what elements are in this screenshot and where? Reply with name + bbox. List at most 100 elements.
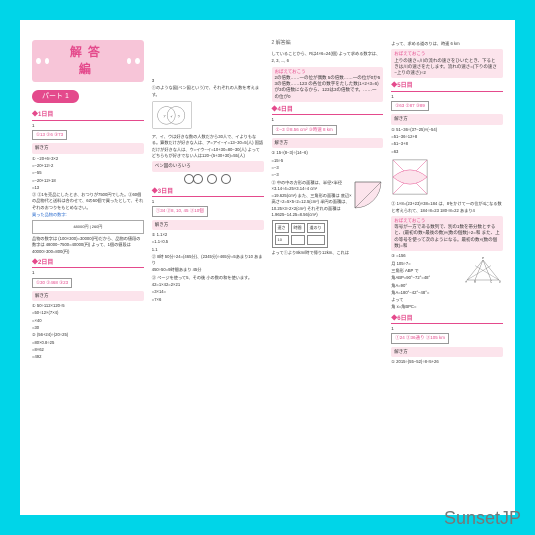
work-line: =13 bbox=[32, 185, 144, 191]
work-line: =−3 bbox=[272, 165, 384, 171]
work-line: ① −20+6÷3×2 bbox=[32, 156, 144, 162]
dot-icon bbox=[135, 58, 140, 64]
work-line: ① 50÷112×120÷5 bbox=[32, 303, 144, 309]
work-line: =50÷12×(7×4) bbox=[32, 310, 144, 316]
work-line: =51−3+8 bbox=[391, 141, 503, 147]
work-line: =3×14= bbox=[152, 289, 264, 295]
work-line: =−55 bbox=[32, 170, 144, 176]
dot-icon bbox=[36, 58, 41, 64]
column-4: よって、求める道のりは、時速 6 km おぼえておこう 上りの速さ=川の流れの速… bbox=[391, 40, 503, 495]
q-num: 3 bbox=[152, 78, 264, 84]
column-3: 2 解答編 していることから、Rは4×6=24(個) よって求める数字は、 2,… bbox=[272, 40, 384, 495]
q-num: 1 bbox=[391, 326, 503, 332]
q-num: 1 bbox=[32, 270, 144, 276]
work-line: 角A=180°−42°−48°= bbox=[391, 290, 503, 296]
svg-text:P: P bbox=[482, 258, 484, 261]
note-text: 2の倍数……一の位が偶数 5の倍数……一の位が0か5 3の倍数……123 の各位… bbox=[275, 75, 381, 100]
box-val: 260円 bbox=[92, 224, 103, 229]
circle-icon bbox=[193, 174, 203, 184]
svg-text:D: D bbox=[499, 281, 501, 284]
header-title: 解答編 bbox=[53, 44, 122, 78]
work-label: 解き方 bbox=[32, 143, 144, 153]
work-line: ① 15÷(8−3)÷(14−6) bbox=[272, 150, 384, 156]
work-line: =80×0.8÷25 bbox=[32, 340, 144, 346]
svg-text:A: A bbox=[465, 281, 467, 284]
box-val: 48000円 bbox=[73, 224, 88, 229]
circle-icon bbox=[207, 174, 217, 184]
work-label: 解き方 bbox=[272, 138, 384, 148]
note-text: 上りの速さ=川の流れの速さをひいたとき、下るときは川の速さをたします。流れの速さ… bbox=[394, 58, 500, 77]
work-line: =−20+12÷2 bbox=[32, 163, 144, 169]
work-line: =×40 bbox=[32, 318, 144, 324]
answer-box: ①−3 ②8.56 cm² ③時速 8 km bbox=[272, 125, 337, 135]
day2-header: ◆2日目 bbox=[32, 259, 144, 268]
work-line: =492 bbox=[32, 354, 144, 360]
box-label: 買った品物の数字: bbox=[32, 212, 144, 218]
day5-header: ◆5日目 bbox=[391, 82, 503, 91]
calc: 2, 3, ..., 6 bbox=[272, 58, 384, 64]
work-line: =63 bbox=[391, 149, 503, 155]
work-label: 解き方 bbox=[391, 347, 503, 357]
work-line: よって bbox=[391, 297, 503, 303]
work-line: ① 2015÷(55−52)÷8÷5+26 bbox=[391, 359, 503, 365]
work-line: =15÷5 bbox=[272, 158, 384, 164]
day6-header: ◆6日目 bbox=[391, 315, 503, 324]
work-line: =−20+12+18 bbox=[32, 178, 144, 184]
svg-text:C: C bbox=[490, 281, 492, 284]
svg-text:イ: イ bbox=[170, 115, 173, 118]
work-line: ① 51−36÷(37−25)×(−54) bbox=[391, 127, 503, 133]
answer-box: ①34 ②8, 10, 45 ③10個 bbox=[152, 206, 208, 216]
origami-figure bbox=[391, 158, 429, 196]
work-line: =8×62 bbox=[32, 347, 144, 353]
part-label: パート 1 bbox=[32, 90, 79, 104]
work-line: 450÷50=9時間あまり 45分 bbox=[152, 267, 264, 273]
note: よって①より8km/時で帰り12km、これは bbox=[272, 250, 384, 256]
q-num: 1 bbox=[152, 199, 264, 205]
work-label: 解き方 bbox=[391, 114, 503, 124]
dot-icon bbox=[45, 58, 50, 64]
work-line: ② (56+24)÷(20÷25) bbox=[32, 332, 144, 338]
work-line: 1.1 bbox=[152, 247, 264, 253]
work-line: ② 8時 50分÷24=(465分)、(2345分)÷465分=5あまり10 あ… bbox=[152, 254, 264, 267]
note-text: 品物の数字は (100×300)=30000(円)だから、品物の値段の数字は 4… bbox=[32, 236, 144, 255]
work-line: ① 1.1×2 bbox=[152, 232, 264, 238]
column-1: 解答編 パート 1 ◆1日目 1 ①13 ②6 ③73 解き方 ① −20+6÷… bbox=[32, 40, 144, 495]
day1-header: ◆1日目 bbox=[32, 111, 144, 120]
problem-text: ② ②1を売品にしたとき、おつりが7500円でした。③60個の品物代と送料は合わ… bbox=[32, 192, 144, 211]
note-text: 等号が一方である数列で、別の1数を帯分数とすると、(最初の数+最後の数)×(数の… bbox=[394, 224, 500, 249]
q-num: 1 bbox=[32, 123, 144, 129]
watermark: SunsetJP bbox=[444, 508, 521, 529]
circle-icon bbox=[221, 174, 231, 184]
angle-figure: A P D B C bbox=[463, 255, 503, 285]
venn-diagram: ア イ ウ bbox=[152, 101, 192, 129]
work-label: 解き方 bbox=[32, 291, 144, 301]
answer-box: ①30 ②468 ③23 bbox=[32, 278, 72, 288]
q-num: 1 bbox=[272, 117, 384, 123]
formula-box: 48000円 | 260円 bbox=[32, 220, 144, 234]
quarter-circle-figure bbox=[353, 180, 383, 210]
work-label: 解き方 bbox=[152, 220, 264, 230]
answer-page: 解答編 パート 1 ◆1日目 1 ①13 ②6 ③73 解き方 ① −20+6÷… bbox=[20, 20, 515, 515]
text: していることから、Rは4×6=24(個) よって求める数字は、 bbox=[272, 51, 384, 57]
top-text: よって、求める道のりは、時速 6 km bbox=[391, 41, 503, 47]
header-banner: 解答編 bbox=[32, 40, 144, 82]
svg-text:B: B bbox=[474, 281, 476, 284]
speed-table: 速さ時間道のり 10 bbox=[272, 220, 328, 247]
day3-header: ◆3日目 bbox=[152, 188, 264, 197]
work-line: ③ ページを使って5、その後 小の数の和を使います。 bbox=[152, 275, 264, 281]
note-box: おぼえておこう 等号が一方である数列で、別の1数を帯分数とすると、(最初の数+最… bbox=[391, 216, 503, 251]
circles-note: ベン図のいろいろ bbox=[152, 161, 264, 171]
work-line: =−3 bbox=[272, 172, 384, 178]
work-line: 角 x=角BPC= bbox=[391, 304, 503, 310]
answer-box: ①63 ②87 ③89 bbox=[391, 101, 429, 111]
intro: ①のような図(ベン図という)で、それぞれの人数を考えます。 bbox=[152, 85, 264, 98]
work-line: =1.1÷0.5 bbox=[152, 239, 264, 245]
day4-header: ◆4日目 bbox=[272, 106, 384, 115]
answer-box: ①13 ②6 ③73 bbox=[32, 130, 67, 140]
work-line: 42=1×42=2×21 bbox=[152, 282, 264, 288]
note-box: おぼえておこう 上りの速さ=川の流れの速さをひいたとき、下るときは川の速さをたし… bbox=[391, 49, 503, 78]
dot-icon bbox=[127, 58, 132, 64]
page-head: 2 解答編 bbox=[272, 40, 384, 47]
q-num: 1 bbox=[391, 94, 503, 100]
svg-text:ウ: ウ bbox=[177, 114, 180, 118]
